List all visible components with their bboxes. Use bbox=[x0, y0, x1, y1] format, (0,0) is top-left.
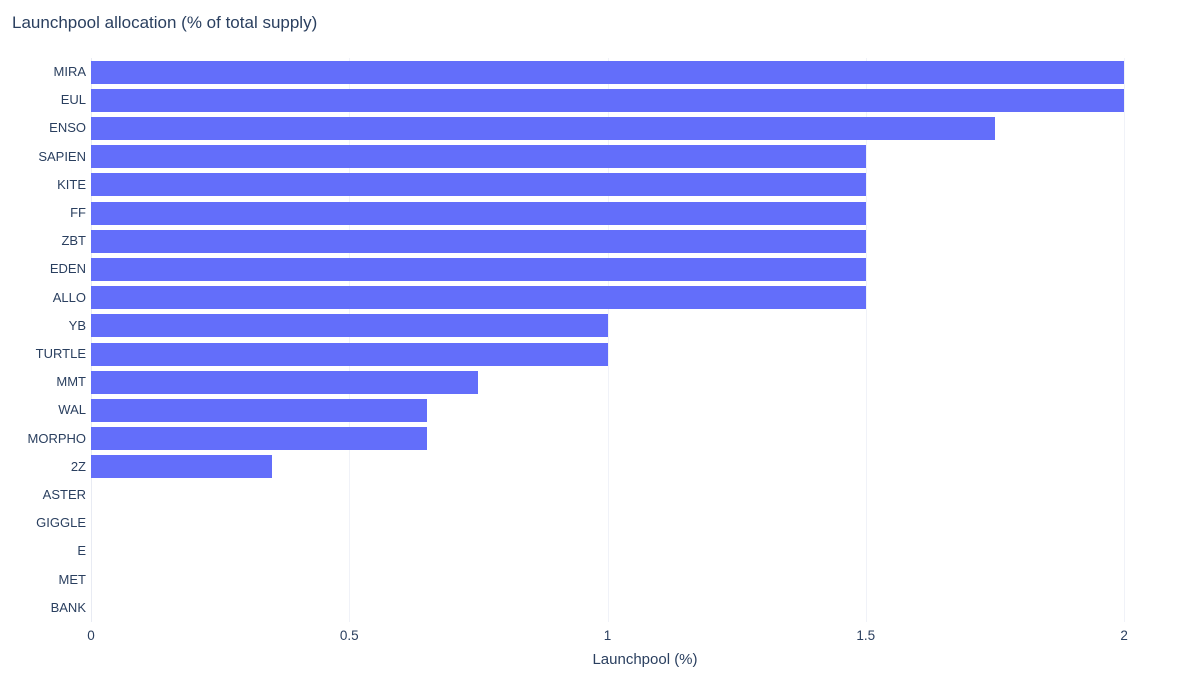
bar-morpho bbox=[91, 427, 427, 451]
bar-2z bbox=[91, 455, 272, 479]
x-tick-label: 1 bbox=[603, 628, 612, 643]
chart-title: Launchpool allocation (% of total supply… bbox=[12, 13, 318, 32]
y-label-sapien: SAPIEN bbox=[38, 148, 86, 164]
y-label-allo: ALLO bbox=[52, 289, 86, 305]
gridline-0 bbox=[91, 58, 92, 622]
x-tick-label: 1.5 bbox=[856, 628, 876, 643]
y-axis-labels: MIRA EUL ENSO SAPIEN KITE FF ZBT EDEN ALLO YB TURT… bbox=[0, 58, 87, 622]
y-label-turtle: TURTLE bbox=[35, 346, 86, 361]
gridline-2 bbox=[1124, 58, 1126, 622]
y-label-zbt: ZBT bbox=[61, 233, 86, 249]
y-label-2z: 2Z bbox=[70, 458, 86, 474]
y-label-enso: ENSO bbox=[49, 120, 86, 136]
plot-area bbox=[91, 58, 1199, 622]
bar-eul bbox=[91, 88, 1125, 112]
bar-wal bbox=[91, 399, 427, 422]
y-label-yb: YB bbox=[68, 317, 86, 333]
bar-mira bbox=[91, 60, 1125, 84]
y-label-wal: WAL bbox=[58, 402, 86, 418]
bar-allo bbox=[91, 286, 866, 310]
bar-yb bbox=[91, 314, 608, 338]
bar-mmt bbox=[91, 370, 479, 394]
bar-turtle bbox=[91, 342, 608, 366]
y-label-bank: BANK bbox=[50, 599, 86, 615]
bar-ff bbox=[91, 201, 866, 225]
gridline-0.5 bbox=[349, 58, 351, 622]
bar-kite bbox=[91, 173, 866, 197]
x-tick-label: 0.5 bbox=[339, 628, 359, 643]
y-label-kite: KITE bbox=[57, 176, 86, 192]
bar-zbt bbox=[91, 229, 866, 253]
x-tick-label: 2 bbox=[1120, 628, 1128, 643]
y-label-morpho: MORPHO bbox=[27, 430, 87, 446]
y-label-eden: EDEN bbox=[49, 261, 86, 277]
bar-enso bbox=[91, 117, 995, 140]
y-label-mmt: MMT bbox=[56, 374, 86, 390]
y-label-giggle: GIGGLE bbox=[36, 515, 86, 531]
gridline-1 bbox=[607, 58, 609, 622]
x-axis-ticks: 0 0.5 1 1.5 2 bbox=[0, 628, 1200, 646]
bar-eden bbox=[91, 258, 866, 281]
y-label-mira: MIRA bbox=[53, 64, 87, 79]
y-label-eul: EUL bbox=[60, 92, 86, 108]
y-label-ff: FF bbox=[70, 205, 86, 220]
y-label-e: E bbox=[77, 543, 86, 559]
gridline-1.5 bbox=[865, 58, 867, 622]
y-label-met: MET bbox=[58, 571, 86, 587]
y-label-aster: ASTER bbox=[42, 487, 86, 502]
x-axis-title: Launchpool (%) bbox=[592, 651, 698, 668]
bar-sapien bbox=[91, 145, 866, 169]
x-tick-label: 0 bbox=[87, 628, 95, 643]
